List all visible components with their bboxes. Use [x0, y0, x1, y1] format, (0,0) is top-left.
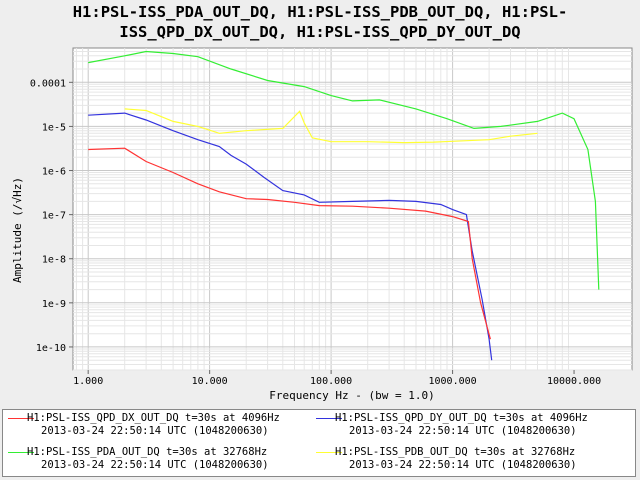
- legend-label: H1:PSL-ISS_PDA_OUT_DQ t=30s at 32768Hz: [27, 446, 268, 458]
- legend-item: H1:PSL-ISS_PDB_OUT_DQ t=30s at 32768Hz 2…: [313, 446, 629, 476]
- y-tick-label: 1e-10: [36, 343, 66, 354]
- y-tick-label: 0.0001: [30, 78, 66, 89]
- x-tick-label: 10000.000: [547, 376, 601, 387]
- series-line: [124, 108, 538, 144]
- legend-sublabel: 2013-03-24 22:50:14 UTC (1048200630): [349, 459, 577, 471]
- legend-sublabel: 2013-03-24 22:50:14 UTC (1048200630): [41, 459, 269, 471]
- y-tick-label: 1e-7: [42, 211, 66, 222]
- x-axis-label: Frequency Hz - (bw = 1.0): [269, 389, 435, 402]
- legend-label: H1:PSL-ISS_QPD_DY_OUT_DQ t=30s at 4096Hz: [335, 412, 588, 424]
- legend-label: H1:PSL-ISS_PDB_OUT_DQ t=30s at 32768Hz: [335, 446, 576, 458]
- y-axis-label: Amplitude (/√Hz): [11, 177, 24, 283]
- y-tick-label: 1e-6: [42, 167, 66, 178]
- series-line: [88, 147, 491, 340]
- chart-title: H1:PSL-ISS_PDA_OUT_DQ, H1:PSL-ISS_PDB_OU…: [0, 2, 640, 42]
- plot-area: [72, 47, 633, 371]
- series-line: [88, 50, 600, 290]
- x-tick-label: 1.000: [73, 376, 103, 387]
- y-tick-label: 1e-8: [42, 255, 66, 266]
- x-tick-label: 1000.000: [428, 376, 476, 387]
- x-tick-label: 10.000: [192, 376, 228, 387]
- legend-item: H1:PSL-ISS_QPD_DY_OUT_DQ t=30s at 4096Hz…: [313, 412, 629, 442]
- legend: H1:PSL-ISS_QPD_DX_OUT_DQ t=30s at 4096Hz…: [2, 409, 636, 477]
- legend-item: H1:PSL-ISS_QPD_DX_OUT_DQ t=30s at 4096Hz…: [5, 412, 321, 442]
- y-tick-label: 1e-5: [42, 122, 66, 133]
- x-tick-label: 100.000: [310, 376, 352, 387]
- legend-swatch: [316, 418, 342, 419]
- chart-plot: 1.000 10.000 100.000 1000.000 10000.000 1e-10…: [11, 47, 633, 402]
- chart-title-line-1: H1:PSL-ISS_PDA_OUT_DQ, H1:PSL-ISS_PDB_OU…: [72, 3, 568, 21]
- y-tick-label: 1e-9: [42, 299, 66, 310]
- legend-sublabel: 2013-03-24 22:50:14 UTC (1048200630): [41, 425, 269, 437]
- legend-label: H1:PSL-ISS_QPD_DX_OUT_DQ t=30s at 4096Hz: [27, 412, 280, 424]
- legend-swatch: [316, 452, 342, 453]
- legend-swatch: [8, 418, 34, 419]
- series-layer: [88, 50, 600, 361]
- legend-swatch: [8, 452, 34, 453]
- legend-item: H1:PSL-ISS_PDA_OUT_DQ t=30s at 32768Hz 2…: [5, 446, 321, 476]
- chart-title-line-2: ISS_QPD_DX_OUT_DQ, H1:PSL-ISS_QPD_DY_OUT…: [119, 23, 521, 41]
- grid: [73, 48, 632, 371]
- legend-sublabel: 2013-03-24 22:50:14 UTC (1048200630): [349, 425, 577, 437]
- ticks: 1.000 10.000 100.000 1000.000 10000.000 1e-10…: [30, 78, 601, 387]
